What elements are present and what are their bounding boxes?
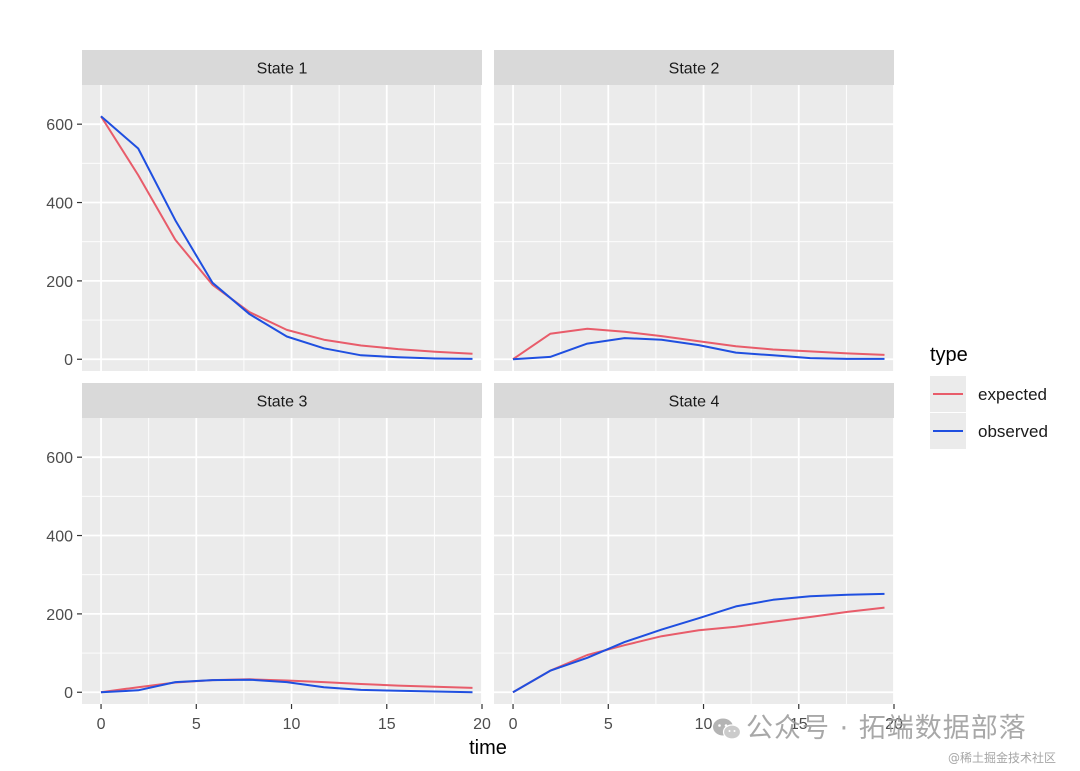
strip-title: State 3 xyxy=(257,394,308,411)
strip-background xyxy=(82,383,482,418)
strip-background xyxy=(494,50,894,85)
panel-background xyxy=(494,85,894,371)
y-tick-label: 600 xyxy=(46,117,73,134)
series-line-expected xyxy=(100,115,473,355)
panel-1: State 1 0 200 400 600 xyxy=(46,50,483,371)
watermark-subtext: @稀土掘金技术社区 xyxy=(948,751,1057,765)
x-tick-label: 0 xyxy=(97,716,106,733)
x-tick-label: 10 xyxy=(283,716,301,733)
y-tick-label: 0 xyxy=(64,352,73,369)
x-tick-label: 5 xyxy=(604,716,613,733)
series-line-observed xyxy=(100,115,473,360)
x-tick-label: 0 xyxy=(509,716,518,733)
panel-2: State 2 xyxy=(494,50,895,371)
series-line-expected xyxy=(512,606,885,694)
y-tick-label: 400 xyxy=(46,196,73,213)
y-tick-label: 0 xyxy=(64,685,73,702)
panel-background xyxy=(494,418,894,704)
series-line-observed xyxy=(512,592,885,694)
strip-title: State 4 xyxy=(669,394,720,411)
panel-3: State 3 0 200 400 600 0 5 10 15 20 xyxy=(46,383,491,733)
series-line-expected xyxy=(512,327,885,361)
x-axis-title: time xyxy=(469,737,507,759)
legend-label-expected: expected xyxy=(978,385,1047,404)
series-line-observed xyxy=(100,678,473,694)
x-tick-label: 5 xyxy=(192,716,201,733)
strip-background xyxy=(82,50,482,85)
x-tick-label: 20 xyxy=(885,716,903,733)
panel-4: State 4 0 5 10 15 20 xyxy=(494,383,903,733)
x-tick-label: 15 xyxy=(790,716,808,733)
legend-label-observed: observed xyxy=(978,422,1048,441)
y-tick-label: 200 xyxy=(46,607,73,624)
y-tick-label: 600 xyxy=(46,450,73,467)
x-tick-label: 20 xyxy=(473,716,491,733)
strip-title: State 2 xyxy=(669,61,720,78)
watermark-text: 公众号 · 拓端数据部落 xyxy=(746,713,1027,744)
panel-background xyxy=(82,418,482,704)
x-tick-label: 10 xyxy=(695,716,713,733)
legend: type expected observed xyxy=(930,344,1048,449)
y-tick-label: 400 xyxy=(46,529,73,546)
series-line-observed xyxy=(512,337,885,361)
legend-title: type xyxy=(930,344,968,366)
y-tick-label: 200 xyxy=(46,274,73,291)
wechat-icon xyxy=(713,718,742,740)
strip-background xyxy=(494,383,894,418)
watermark: 公众号 · 拓端数据部落 xyxy=(712,706,1027,745)
x-tick-label: 15 xyxy=(378,716,396,733)
strip-title: State 1 xyxy=(257,61,308,78)
